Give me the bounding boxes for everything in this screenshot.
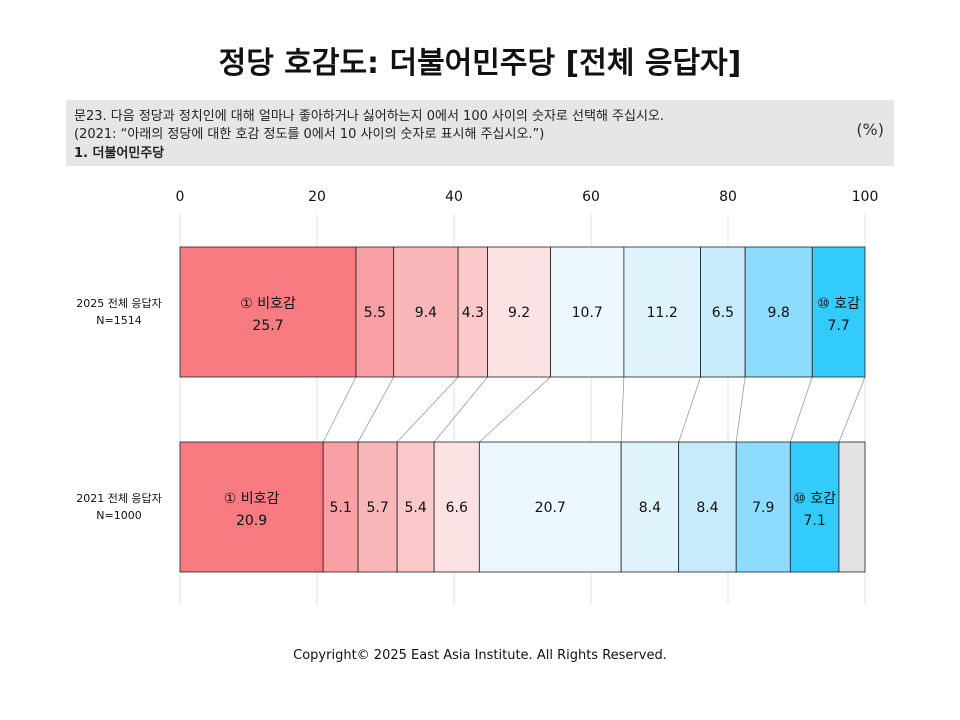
bar-segment [396,441,435,573]
bar-segment [623,246,702,378]
bar-segment [478,441,622,573]
bar-value-label: 8.4 [696,500,718,516]
row-label-2025: 2025 전체 응답자 N=1514 [44,295,194,329]
bar-value-label: 20.7 [535,500,566,516]
bar-segment [735,441,791,573]
bar-value-label: 7.7 [827,318,849,334]
bar-value-label: 5.5 [364,305,386,321]
bar-value-label: 9.4 [415,305,437,321]
bar-value-label: 6.5 [712,305,734,321]
bar-value-label: 5.7 [366,500,388,516]
bar-segment [550,246,625,378]
row-label-2021-n: N=1000 [96,509,142,522]
bar-segment [487,246,551,378]
x-tick-label: 40 [445,189,463,205]
x-tick-label: 80 [719,189,737,205]
unit-label: (%) [856,120,884,139]
bar-category-label: ⑩ 호감 [793,491,836,507]
connector-line [678,376,701,443]
bar-segment [700,246,746,378]
connector-line [479,376,551,443]
connector-line [433,376,488,443]
x-tick-label: 60 [582,189,600,205]
bar-value-label: 8.4 [639,500,661,516]
row-label-2021-group: 2021 전체 응답자 [76,492,162,505]
row-label-2025-group: 2025 전체 응답자 [76,297,162,310]
connector-line [396,376,459,443]
x-tick-label: 0 [176,189,185,205]
question-box: 문23. 다음 정당과 정치인에 대해 얼마나 좋아하거나 싫어하는지 0에서 … [66,100,894,166]
bar-segment [322,441,359,573]
bar-segment [838,441,866,573]
bar-segment [457,246,488,378]
copyright-footer: Copyright© 2025 East Asia Institute. All… [293,648,667,663]
bar-value-label: 25.7 [252,318,283,334]
bar-value-label: 10.7 [572,305,603,321]
connector-line [620,376,625,443]
question-text: 문23. 다음 정당과 정치인에 대해 얼마나 좋아하거나 싫어하는지 0에서 … [74,109,665,124]
connector-line [838,376,866,443]
bar-segment [620,441,680,573]
bar-segment [357,441,398,573]
row-label-2025-n: N=1514 [96,314,142,327]
bar-value-label: 5.1 [329,500,351,516]
connector-line [357,376,395,443]
bar-category-label: ⑩ 호감 [817,296,860,312]
bar-segment [744,246,813,378]
bar-category-label: ① 비호감 [224,491,280,507]
row-label-2021: 2021 전체 응답자 N=1000 [44,490,194,524]
connector-line [735,376,746,443]
bar-segment [179,441,324,573]
bar-segment [355,246,395,378]
page-title: 정당 호감도: 더불어민주당 [전체 응답자] [218,46,742,81]
bar-segment [179,246,357,378]
bar-value-label: 4.3 [462,305,484,321]
connector-line [322,376,357,443]
bar-value-label: 20.9 [236,513,267,529]
bar-value-label: 11.2 [647,305,678,321]
x-tick-label: 100 [852,189,879,205]
bar-segment [811,246,866,378]
bar-value-label: 5.4 [405,500,427,516]
bar-segment [433,441,480,573]
bar-value-label: 7.9 [752,500,774,516]
bar-value-label: 9.2 [508,305,530,321]
bar-segment [678,441,737,573]
x-tick-label: 20 [308,189,326,205]
bar-value-label: 9.8 [768,305,790,321]
connector-line [789,376,813,443]
bar-category-label: ① 비호감 [240,296,296,312]
question-note: (2021: “아래의 정당에 대한 호감 정도를 0에서 10 사이의 숫자로… [74,127,545,142]
bar-segment [393,246,459,378]
bar-value-label: 7.1 [804,513,826,529]
question-item: 1. 더불어민주당 [74,146,165,161]
bar-value-label: 6.6 [446,500,468,516]
bar-segment [789,441,840,573]
